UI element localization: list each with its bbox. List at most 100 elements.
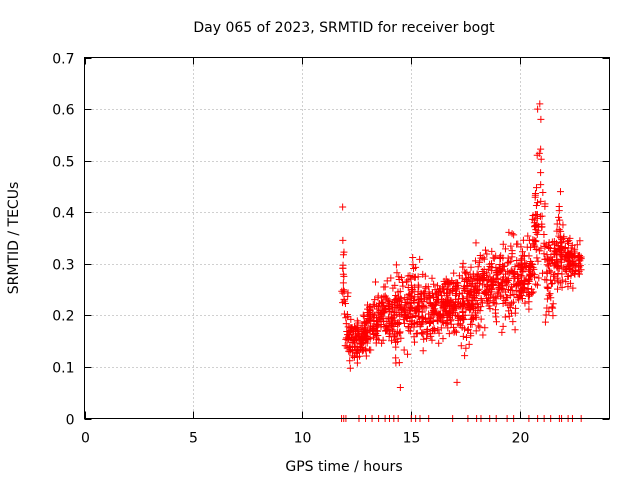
data-point bbox=[396, 384, 404, 392]
data-point bbox=[547, 276, 555, 284]
data-point bbox=[376, 315, 384, 323]
data-point bbox=[381, 305, 389, 313]
data-point bbox=[396, 287, 404, 295]
data-point bbox=[370, 302, 378, 310]
data-point bbox=[481, 246, 489, 254]
data-point bbox=[467, 332, 475, 340]
data-point bbox=[426, 299, 434, 307]
data-point bbox=[528, 289, 536, 297]
data-point bbox=[517, 243, 525, 251]
data-point bbox=[525, 252, 533, 260]
data-point bbox=[372, 335, 380, 343]
data-point bbox=[568, 262, 576, 270]
data-point bbox=[441, 307, 449, 315]
data-point bbox=[453, 284, 461, 292]
data-point bbox=[543, 251, 551, 259]
data-point bbox=[451, 327, 459, 335]
data-point bbox=[558, 252, 566, 260]
data-point bbox=[388, 337, 396, 345]
data-point bbox=[435, 339, 443, 347]
data-point bbox=[391, 297, 399, 305]
data-point bbox=[571, 252, 579, 260]
data-point bbox=[509, 318, 517, 326]
data-point bbox=[360, 325, 368, 333]
data-point bbox=[406, 271, 414, 279]
y-tick-label: 0 bbox=[66, 413, 75, 429]
data-point bbox=[414, 313, 422, 321]
data-point bbox=[339, 286, 347, 294]
data-point bbox=[538, 220, 546, 228]
data-point bbox=[439, 283, 447, 291]
data-point bbox=[538, 212, 546, 220]
data-point bbox=[343, 344, 351, 352]
data-point bbox=[545, 257, 553, 265]
data-point bbox=[508, 247, 516, 255]
data-point bbox=[562, 267, 570, 275]
data-point bbox=[357, 334, 365, 342]
data-point bbox=[371, 296, 379, 304]
data-point bbox=[397, 274, 405, 282]
data-point bbox=[410, 333, 418, 341]
data-point bbox=[557, 227, 565, 235]
data-point bbox=[528, 260, 536, 268]
data-point bbox=[429, 306, 437, 314]
data-point bbox=[398, 278, 406, 286]
data-point bbox=[532, 237, 540, 245]
data-point bbox=[394, 338, 402, 346]
data-point bbox=[541, 242, 549, 250]
data-point bbox=[546, 290, 554, 298]
data-point bbox=[408, 305, 416, 313]
data-point bbox=[405, 291, 413, 299]
data-point bbox=[572, 259, 580, 267]
data-point bbox=[543, 269, 551, 277]
data-point bbox=[434, 310, 442, 318]
data-point bbox=[463, 333, 471, 341]
data-point bbox=[339, 264, 347, 272]
data-point bbox=[466, 270, 474, 278]
data-point bbox=[556, 279, 564, 287]
data-point bbox=[359, 328, 367, 336]
data-point bbox=[535, 149, 543, 157]
data-point bbox=[486, 273, 494, 281]
data-point bbox=[508, 253, 516, 261]
data-point bbox=[518, 295, 526, 303]
data-point bbox=[513, 274, 521, 282]
data-point bbox=[365, 316, 373, 324]
y-tick-label: 0.2 bbox=[52, 309, 74, 325]
data-point bbox=[473, 279, 481, 287]
data-point bbox=[347, 346, 355, 354]
data-point bbox=[339, 279, 347, 287]
data-point bbox=[447, 316, 455, 324]
data-point bbox=[426, 315, 434, 323]
data-point bbox=[444, 324, 452, 332]
data-point bbox=[530, 223, 538, 231]
data-point bbox=[464, 300, 472, 308]
data-point bbox=[467, 320, 475, 328]
data-point bbox=[411, 293, 419, 301]
data-point bbox=[443, 319, 451, 327]
data-point bbox=[370, 330, 378, 338]
data-point bbox=[467, 263, 475, 271]
data-point bbox=[574, 253, 582, 261]
data-point bbox=[537, 181, 545, 189]
data-point bbox=[499, 240, 507, 248]
data-point bbox=[381, 292, 389, 300]
y-tick-label: 0.5 bbox=[52, 155, 74, 171]
data-point bbox=[476, 323, 484, 331]
data-point bbox=[517, 256, 525, 264]
data-point bbox=[539, 189, 547, 197]
data-point bbox=[412, 263, 420, 271]
data-point bbox=[365, 346, 373, 354]
data-point bbox=[572, 267, 580, 275]
data-point bbox=[558, 256, 566, 264]
data-point bbox=[565, 250, 573, 258]
data-point bbox=[531, 273, 539, 281]
grid bbox=[84, 57, 610, 419]
data-point bbox=[567, 271, 575, 279]
data-point bbox=[508, 299, 516, 307]
data-point bbox=[386, 298, 394, 306]
data-point bbox=[339, 203, 347, 211]
data-point bbox=[459, 259, 467, 267]
data-point bbox=[488, 247, 496, 255]
